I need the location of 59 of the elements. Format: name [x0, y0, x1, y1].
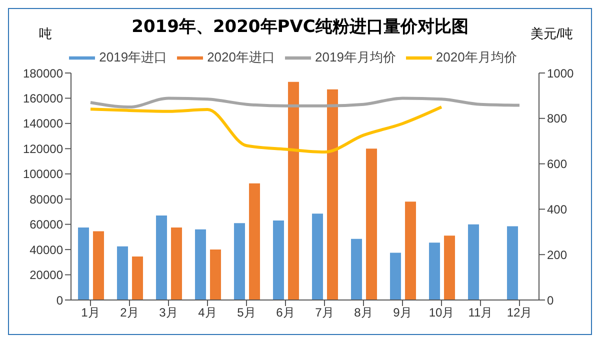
x-tick-label: 10月	[428, 306, 454, 320]
bar	[405, 202, 416, 300]
x-tick-label: 9月	[393, 306, 412, 320]
y-tick-label: 40000	[30, 242, 64, 257]
x-tick-label: 11月	[468, 306, 493, 320]
bar	[78, 227, 89, 300]
y2-tick-label: 600	[547, 157, 568, 172]
bar	[444, 236, 455, 300]
bar	[210, 250, 221, 300]
x-tick-label: 6月	[276, 306, 295, 320]
y2-tick-label: 1000	[547, 66, 574, 80]
legend-label: 2019年进口	[99, 49, 168, 64]
bar	[171, 227, 182, 300]
y2-tick-label: 800	[547, 112, 568, 126]
x-tick-label: 8月	[354, 306, 373, 320]
y2-tick-label: 0	[547, 293, 554, 308]
bar	[249, 183, 260, 300]
y2-tick-label: 200	[547, 248, 568, 262]
y-tick-label: 180000	[22, 66, 64, 80]
y-tick-label: 0	[56, 293, 64, 308]
x-tick-label: 5月	[237, 306, 256, 320]
x-tick-label: 7月	[315, 306, 334, 320]
y2-axis-title: 美元/吨	[530, 25, 573, 43]
line-series	[89, 106, 443, 154]
bar	[273, 220, 284, 300]
bar	[132, 256, 143, 300]
bar	[507, 226, 518, 300]
bar	[327, 89, 338, 300]
y-axis-title: 吨	[39, 25, 52, 43]
x-tick-label: 4月	[198, 306, 217, 320]
legend-label: 2019年月均价	[315, 49, 396, 64]
x-tick-label: 12月	[506, 306, 532, 320]
bar	[429, 242, 440, 300]
bar	[234, 223, 245, 300]
y-tick-label: 120000	[22, 142, 64, 156]
bar	[195, 229, 206, 300]
bar	[93, 231, 104, 300]
x-tick-label: 1月	[81, 306, 100, 320]
bar	[312, 214, 323, 300]
y-tick-label: 20000	[30, 268, 64, 282]
x-tick-label: 3月	[159, 306, 178, 320]
legend-label: 2020年进口	[207, 49, 275, 64]
bar	[351, 238, 362, 300]
y-tick-label: 140000	[22, 116, 64, 131]
bar	[390, 252, 401, 300]
chart-title: 2019年、2020年PVC纯粉进口量价对比图	[132, 17, 468, 37]
y2-tick-label: 400	[547, 202, 568, 216]
bar	[468, 224, 479, 300]
bar	[288, 82, 299, 300]
line-series	[89, 96, 521, 109]
y-tick-label: 100000	[22, 167, 64, 182]
x-tick-label: 2月	[120, 306, 139, 320]
bar	[117, 246, 128, 300]
bar	[156, 216, 167, 300]
bar	[366, 148, 377, 300]
y-tick-label: 60000	[30, 218, 64, 232]
y-tick-label: 80000	[30, 192, 64, 206]
legend-label: 2020年月均价	[436, 49, 517, 64]
y-tick-label: 160000	[22, 91, 64, 106]
